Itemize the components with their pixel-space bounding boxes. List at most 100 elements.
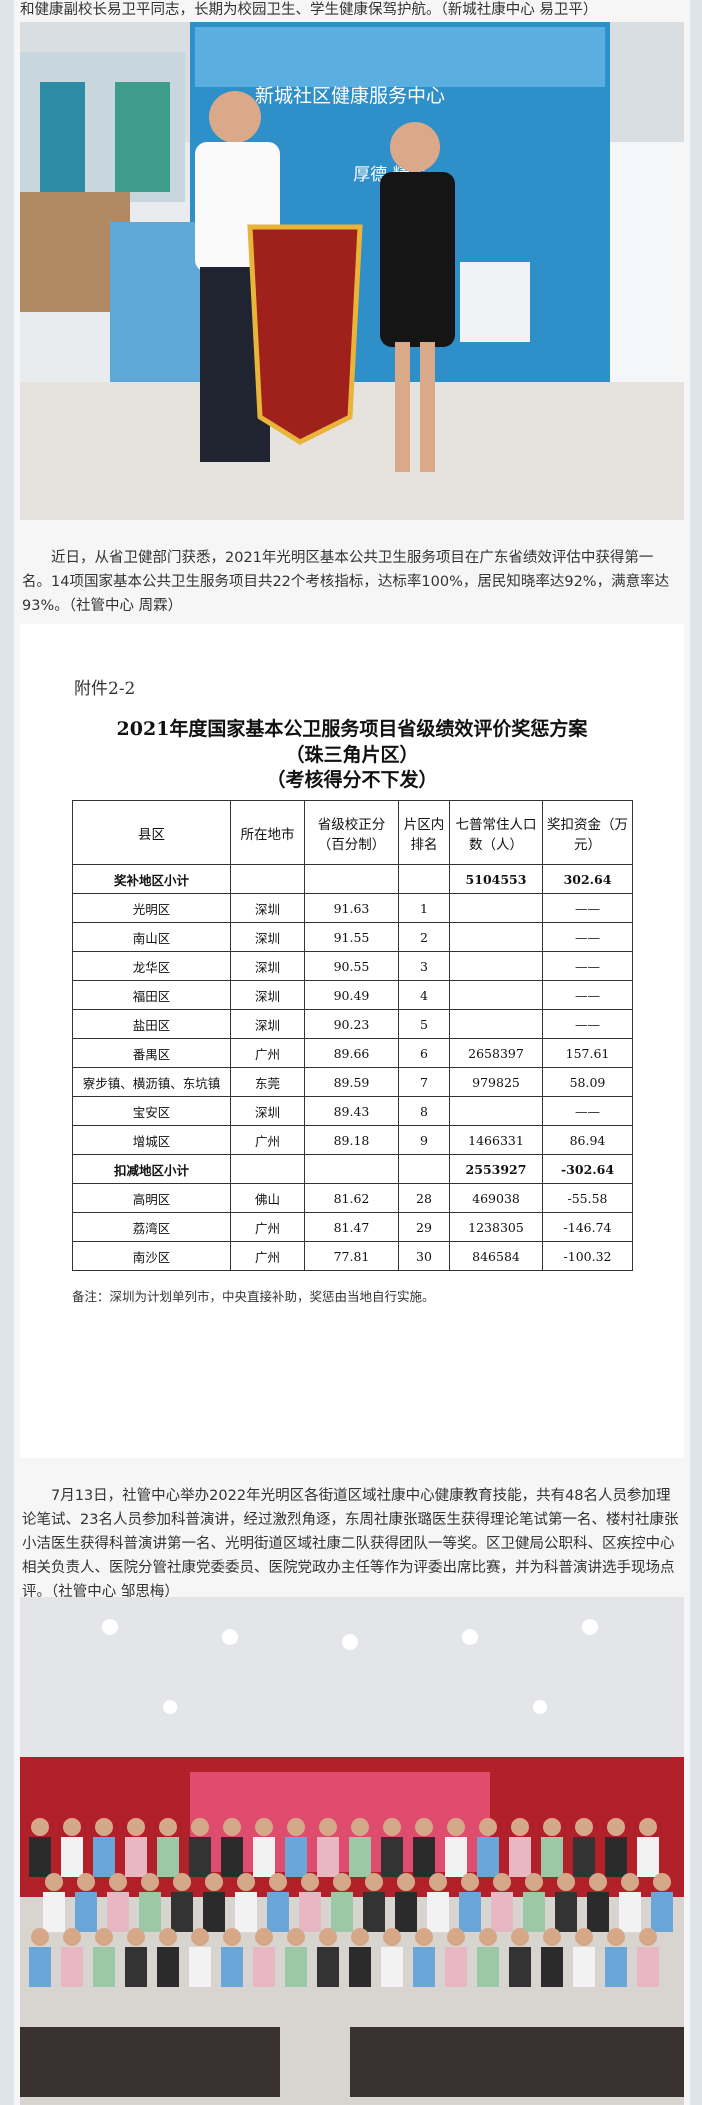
person (349, 1947, 371, 1987)
attachment-subtitle: （珠三角片区） (285, 744, 419, 766)
table-cell: 深圳 (230, 951, 305, 981)
person (477, 1947, 499, 1987)
table-cell (398, 864, 450, 894)
person (93, 1837, 115, 1877)
person (363, 1892, 385, 1932)
person-head (63, 1928, 81, 1946)
table-cell: 77.81 (304, 1241, 399, 1271)
table-cell: 奖补地区小计 (72, 864, 231, 894)
table-cell: 86.94 (542, 1125, 633, 1155)
person-head (191, 1818, 209, 1836)
table-cell: 89.18 (304, 1125, 399, 1155)
person-head (447, 1928, 465, 1946)
table-cell: 81.62 (304, 1183, 399, 1213)
table-cell: —— (542, 951, 633, 981)
table-row: 南山区 深圳 91.55 2 —— (72, 922, 633, 952)
table-cell: 90.23 (304, 1009, 399, 1039)
person (43, 1892, 65, 1932)
person-head (319, 1818, 337, 1836)
table-cell (449, 1009, 543, 1039)
table-cell: 9 (398, 1125, 450, 1155)
table-cell: 6 (398, 1038, 450, 1068)
attachment-title: 2021年度国家基本公卫服务项目省级绩效评价奖惩方案 (116, 718, 588, 740)
person (107, 1892, 129, 1932)
person (75, 1892, 97, 1932)
person-head (447, 1818, 465, 1836)
person (189, 1947, 211, 1987)
table-cell (449, 1096, 543, 1126)
person (61, 1947, 83, 1987)
attachment-subtitle: （考核得分不下发） (266, 769, 438, 791)
table-cell: 福田区 (72, 980, 231, 1010)
table-cell: —— (542, 1009, 633, 1039)
table-row: 增城区 广州 89.18 9 1466331 86.94 (72, 1125, 633, 1155)
table-cell: 南沙区 (72, 1241, 231, 1271)
table-cell: 846584 (449, 1241, 543, 1271)
table-cell (230, 864, 305, 894)
person-head (479, 1818, 497, 1836)
table-cell: —— (542, 893, 633, 923)
person-head (127, 1818, 145, 1836)
person (605, 1947, 627, 1987)
person-head (511, 1818, 529, 1836)
table-cell: 佛山 (230, 1183, 305, 1213)
person (29, 1947, 51, 1987)
table-cell: 7 (398, 1067, 450, 1097)
person (541, 1947, 563, 1987)
table: 县区 所在地市 省级校正分（百分制） 片区内排名 七普常住人口数（人） 奖扣资金（万元） … (72, 800, 633, 1271)
person-head (159, 1818, 177, 1836)
person (541, 1837, 563, 1877)
table-cell (398, 1154, 450, 1184)
table-cell: 157.61 (542, 1038, 633, 1068)
photo-sign: 新城社区健康服务中心 (255, 85, 445, 107)
table-cell: 90.49 (304, 980, 399, 1010)
person (29, 1837, 51, 1877)
person (317, 1947, 339, 1987)
person (619, 1892, 641, 1932)
person-head (351, 1928, 369, 1946)
table-body: 奖补地区小计 5104553 302.64 光明区 深圳 91.63 1 —— 南山区 深圳 91.… (72, 864, 633, 1271)
person (381, 1837, 403, 1877)
attachment-label: 附件2-2 (74, 679, 136, 699)
table-row: 福田区 深圳 90.49 4 —— (72, 980, 633, 1010)
person-head (301, 1873, 319, 1891)
person-head (397, 1873, 415, 1891)
person (445, 1947, 467, 1987)
table-cell: 广州 (230, 1241, 305, 1271)
person-head (365, 1873, 383, 1891)
person-head (429, 1873, 447, 1891)
table-cell (449, 980, 543, 1010)
person (221, 1947, 243, 1987)
person (125, 1837, 147, 1877)
person (139, 1892, 161, 1932)
person (235, 1892, 257, 1932)
person (587, 1892, 609, 1932)
table-cell: 469038 (449, 1183, 543, 1213)
table-cell: 30 (398, 1241, 450, 1271)
table-cell: 盐田区 (72, 1009, 231, 1039)
table-cell: 89.43 (304, 1096, 399, 1126)
table-cell (230, 1154, 305, 1184)
person (445, 1837, 467, 1877)
person (427, 1892, 449, 1932)
person-head (205, 1873, 223, 1891)
person (413, 1837, 435, 1877)
person-head (607, 1818, 625, 1836)
table-cell: 91.55 (304, 922, 399, 952)
person (413, 1947, 435, 1987)
person (253, 1947, 275, 1987)
person-head (255, 1818, 273, 1836)
table-cell: 4 (398, 980, 450, 1010)
table-cell: 寮步镇、横沥镇、东坑镇 (72, 1067, 231, 1097)
person-head (77, 1873, 95, 1891)
person-head (141, 1873, 159, 1891)
table-row: 南沙区 广州 77.81 30 846584 -100.32 (72, 1241, 633, 1271)
person (491, 1892, 513, 1932)
person (299, 1892, 321, 1932)
person (477, 1837, 499, 1877)
person (285, 1947, 307, 1987)
person (157, 1837, 179, 1877)
person-head (511, 1928, 529, 1946)
person (381, 1947, 403, 1987)
person-head (653, 1873, 671, 1891)
